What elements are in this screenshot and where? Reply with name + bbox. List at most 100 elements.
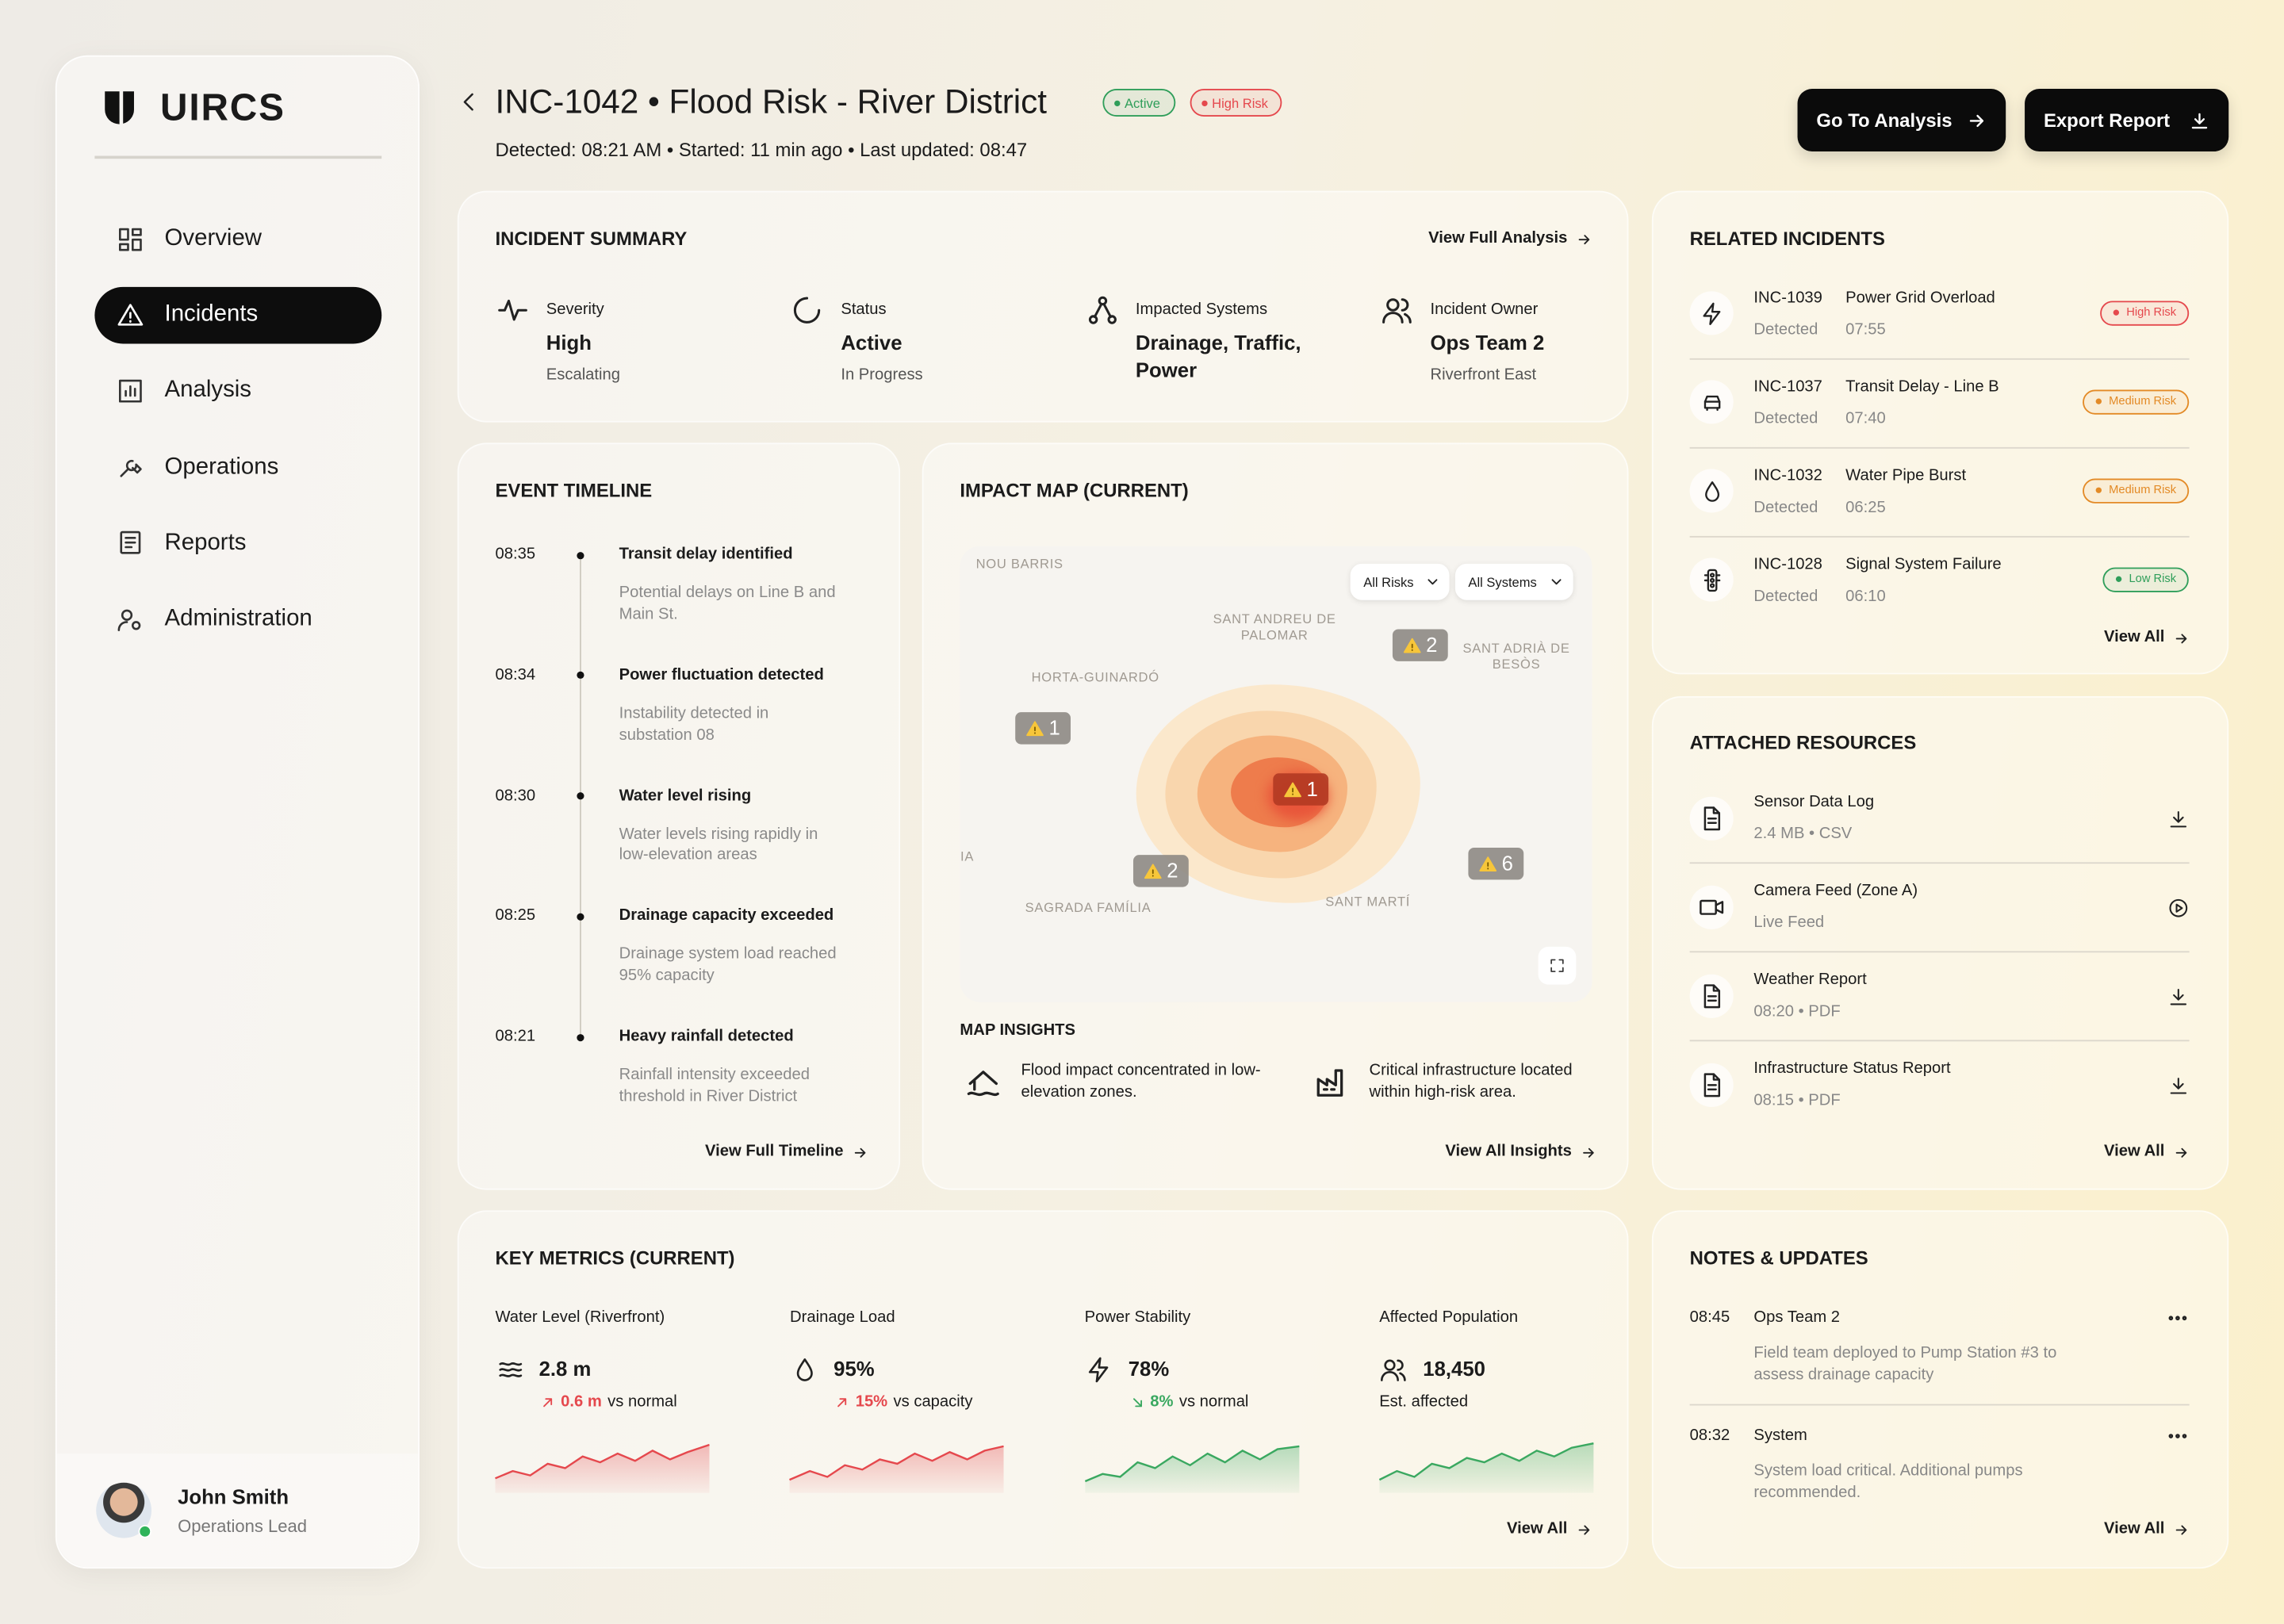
metric-note: vs capacity: [893, 1392, 973, 1411]
nav-item[interactable]: Administration: [164, 606, 312, 631]
note-text: System load critical. Additional pumps r…: [1753, 1462, 2023, 1502]
metric-value: 2.8 m: [538, 1357, 592, 1381]
marker-icon: [1025, 720, 1043, 736]
card-title: IMPACT MAP (CURRENT): [960, 479, 1189, 502]
event-title: Transit delay identified: [619, 546, 793, 564]
sparkline: [1378, 1442, 1594, 1493]
summary-value: High: [546, 330, 592, 354]
incident-icon-bg: [1689, 291, 1734, 335]
metric-icon: [498, 1362, 522, 1377]
summary-icon: [498, 299, 527, 321]
summary-icon: [794, 297, 821, 324]
nav-icon: [117, 608, 140, 631]
link-arrow: [1577, 1524, 1589, 1534]
resource-name: Infrastructure Status Report: [1753, 1059, 1951, 1078]
map-place: HORTA-GUINARDÓ: [1031, 669, 1159, 685]
resource-name: Weather Report: [1753, 971, 1867, 989]
event-desc: Potential delays on Line B and Main St.: [619, 584, 836, 623]
summary-icon: [1382, 298, 1412, 324]
incident-name: Water Pipe Burst: [1845, 466, 1967, 485]
event-title: Heavy rainfall detected: [619, 1028, 794, 1046]
metric-value: 18,450: [1423, 1357, 1485, 1381]
filter-chevron: [1427, 579, 1437, 585]
incident-icon: [1703, 394, 1720, 411]
nav-item[interactable]: Overview: [164, 226, 263, 251]
insight-text: Flood impact concentrated in low-elevati…: [1021, 1061, 1261, 1101]
incident-detected: Detected: [1753, 499, 1818, 517]
link[interactable]: View All: [2104, 1143, 2165, 1161]
action-icon: [1969, 114, 1984, 128]
status-dot: [138, 1525, 152, 1538]
card-title: RELATED INCIDENTS: [1689, 227, 1885, 250]
event-title: Drainage capacity exceeded: [619, 907, 834, 925]
metric-change: 8%: [1150, 1392, 1174, 1411]
row-divider: [1689, 862, 2190, 864]
filter-label[interactable]: All Risks: [1363, 574, 1414, 589]
nav-item[interactable]: Operations: [164, 454, 279, 479]
summary-label: Incident Owner: [1430, 301, 1539, 319]
card-title: ATTACHED RESOURCES: [1689, 731, 1917, 754]
action-label[interactable]: Go To Analysis: [1816, 109, 1953, 132]
resource-icon: [1700, 899, 1724, 915]
link-arrow: [1577, 234, 1589, 244]
row-divider: [1689, 951, 2190, 953]
insight-text: Critical infrastructure located within h…: [1369, 1061, 1573, 1101]
action-button[interactable]: [2025, 89, 2229, 152]
resource-icon-bg: [1689, 885, 1734, 929]
note-author: System: [1753, 1427, 1807, 1445]
event-desc: Rainfall intensity exceeded threshold in…: [619, 1066, 810, 1106]
link[interactable]: View Full Timeline: [705, 1143, 844, 1161]
metric-change: 0.6 m: [561, 1392, 602, 1411]
notes-card: [1651, 1210, 2229, 1569]
nav-item[interactable]: Analysis: [164, 377, 251, 404]
badge-label: High Risk: [1212, 95, 1268, 110]
nav-item[interactable]: Incidents: [164, 301, 259, 327]
filter-label[interactable]: All Systems: [1468, 574, 1537, 589]
expand-button[interactable]: [1538, 946, 1577, 985]
card-title: NOTES & UPDATES: [1689, 1247, 1868, 1270]
link[interactable]: View All Insights: [1445, 1143, 1572, 1161]
incident-id: INC-1028: [1753, 555, 1822, 573]
nav-icon: [118, 227, 141, 251]
resource-icon: [1703, 806, 1721, 831]
resource-action: [2169, 988, 2186, 1005]
sidebar: [55, 55, 420, 1569]
link-arrow: [2175, 1524, 2186, 1534]
card-title: EVENT TIMELINE: [495, 479, 653, 502]
brand-name: UIRCS: [160, 85, 286, 129]
nav-item[interactable]: Reports: [164, 530, 247, 555]
resource-sub: 08:20 • PDF: [1753, 1002, 1841, 1021]
marker-icon: [1283, 781, 1301, 797]
incident-detected: Detected: [1753, 410, 1818, 428]
note-menu: [2168, 1434, 2187, 1438]
metric-arrow: [543, 1398, 553, 1408]
action-label[interactable]: Export Report: [2043, 109, 2171, 132]
nav-icon: [119, 531, 140, 555]
nav-active: [94, 286, 382, 344]
incident-icon: [1703, 568, 1720, 592]
incident-time: 07:40: [1845, 410, 1886, 428]
incident-time: 07:55: [1845, 321, 1886, 339]
sidebar-divider: [94, 155, 382, 159]
map-place: SAGRADA FAMÍLIA: [1025, 900, 1152, 915]
metric-arrow: [837, 1398, 847, 1408]
link[interactable]: View All: [1506, 1519, 1568, 1538]
event-time: 08:34: [495, 666, 536, 684]
marker-count: 2: [1167, 858, 1178, 883]
link[interactable]: View All: [2104, 1519, 2165, 1538]
link[interactable]: View Full Analysis: [1428, 229, 1568, 247]
link[interactable]: View All: [2104, 628, 2165, 646]
risk-badge: Medium Risk: [2083, 478, 2190, 504]
sparkline: [1084, 1445, 1299, 1493]
map-place: SANT ANDREU DE PALOMAR: [1213, 611, 1336, 643]
related-card: [1651, 190, 2229, 675]
resource-sub: 2.4 MB • CSV: [1753, 825, 1853, 843]
summary-label: Status: [841, 301, 887, 319]
metric-value: 95%: [834, 1357, 875, 1381]
incident-time: 06:25: [1845, 499, 1886, 517]
logo: [105, 91, 134, 124]
risk-dot: [2113, 310, 2120, 316]
back-button: [463, 93, 473, 111]
nav-icon: [119, 460, 141, 477]
event-time: 08:25: [495, 907, 536, 925]
